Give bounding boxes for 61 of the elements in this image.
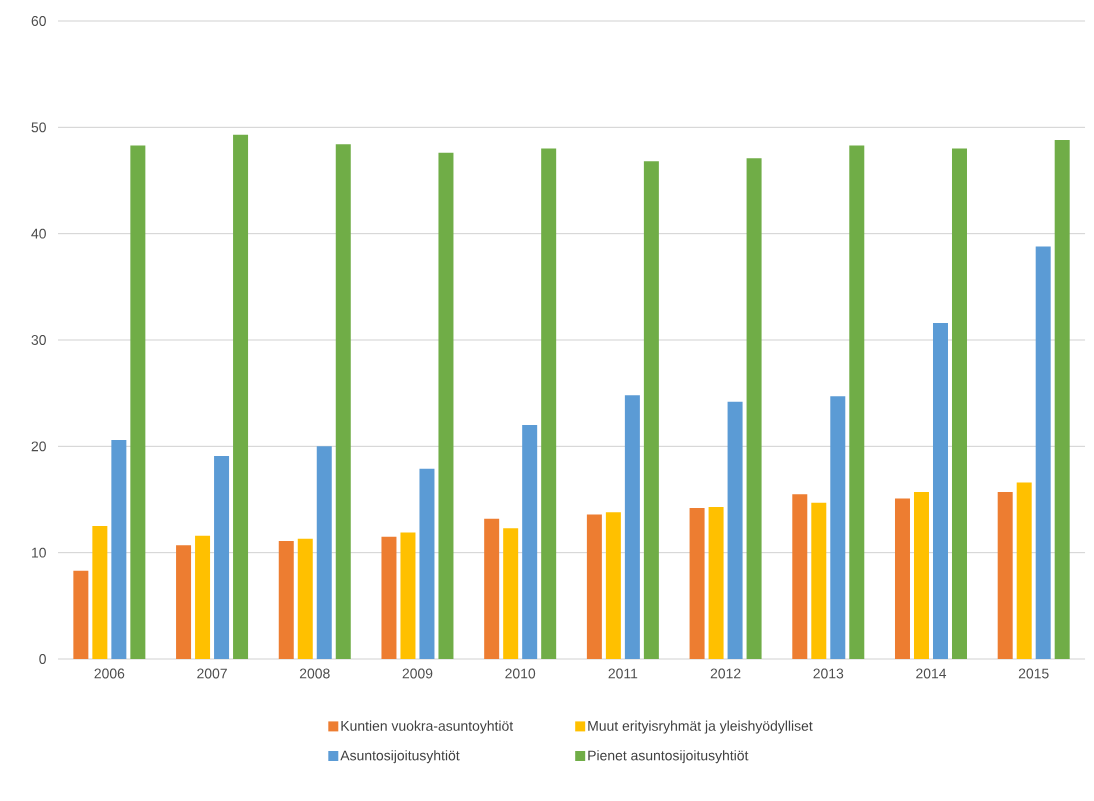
bar: [541, 148, 557, 659]
bar: [297, 538, 313, 659]
legend-label: Pienet asuntosijoitusyhtiöt: [588, 750, 749, 764]
bar: [605, 512, 621, 659]
bar: [419, 468, 435, 659]
bar: [586, 514, 602, 659]
bar: [92, 526, 108, 659]
bar: [503, 528, 519, 659]
bar: [111, 439, 127, 659]
bar: [913, 492, 929, 659]
bar: [997, 492, 1013, 659]
bar: [689, 508, 705, 659]
y-tick-label: 60: [31, 16, 46, 26]
y-tick-label: 20: [31, 441, 46, 452]
x-tick-label: 2009: [402, 668, 433, 679]
bar: [522, 425, 538, 659]
y-tick-label: 10: [32, 547, 46, 558]
bar: [894, 498, 910, 659]
bar: [400, 532, 416, 659]
bar: [335, 144, 351, 659]
bar: [176, 545, 192, 659]
bar: [195, 535, 211, 659]
legend-label: Kuntien vuokra-asuntoyhtiöt: [341, 720, 514, 734]
bar: [951, 148, 967, 659]
x-tick-label: 2011: [608, 668, 638, 679]
legend-label: Muut erityisryhmät ja yleishyödylliset: [588, 720, 813, 734]
x-tick-label: 2015: [1018, 668, 1049, 679]
bar: [746, 158, 762, 659]
bar: [830, 396, 846, 659]
bar: [811, 502, 827, 659]
bar: [438, 152, 454, 659]
x-tick-label: 2014: [916, 668, 947, 679]
x-tick-label: 2008: [299, 668, 330, 679]
bar: [316, 446, 332, 659]
bar: [624, 395, 640, 659]
bar: [130, 145, 146, 659]
bar: [849, 145, 865, 659]
x-tick-label: 2013: [813, 668, 844, 679]
bar: [214, 455, 230, 659]
y-tick-label: 0: [39, 654, 46, 664]
x-tick-label: 2006: [94, 668, 125, 679]
bar: [643, 161, 659, 659]
bar: [1016, 482, 1032, 659]
x-tick-label: 2010: [505, 668, 536, 679]
y-tick-label: 30: [31, 335, 46, 345]
bar: [727, 401, 743, 659]
bar: [708, 506, 724, 659]
bar: [278, 540, 294, 659]
bar: [381, 536, 397, 659]
bar: [73, 570, 89, 659]
x-tick-label: 2012: [710, 668, 741, 679]
y-tick-label: 50: [31, 122, 46, 133]
bar: [792, 494, 808, 659]
x-tick-label: 2007: [197, 668, 227, 679]
y-tick-label: 40: [31, 228, 46, 239]
bar: [1035, 246, 1051, 659]
bar: [233, 134, 249, 659]
bar: [1054, 140, 1070, 659]
bar: [932, 322, 948, 659]
legend-label: Asuntosijoitusyhtiöt: [340, 750, 460, 764]
bar: [484, 518, 500, 659]
